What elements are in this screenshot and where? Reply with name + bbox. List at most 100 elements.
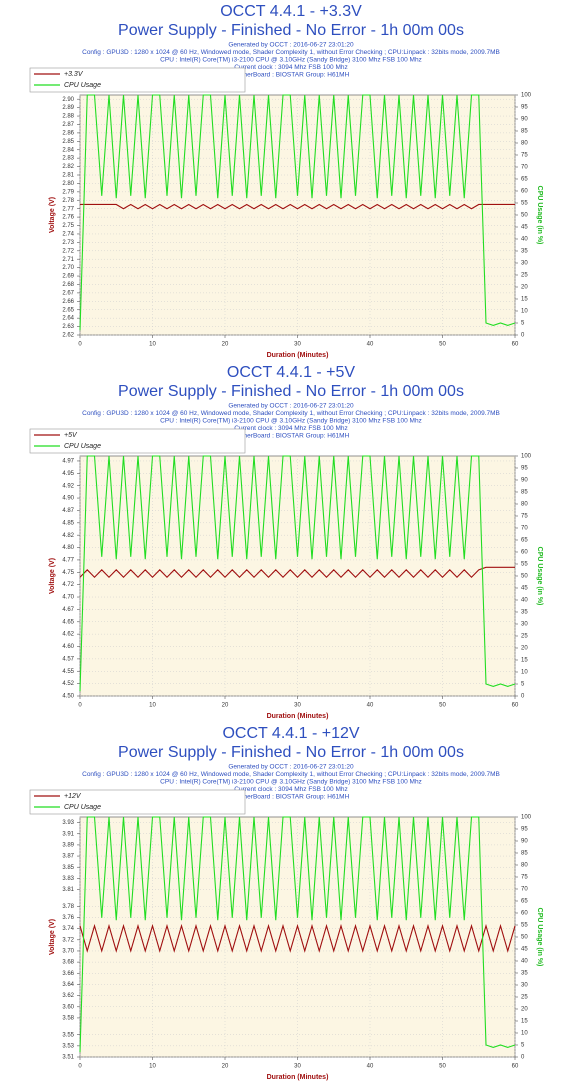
y-tick-label: 2.75	[62, 223, 74, 229]
y2-tick-label: 25	[521, 634, 528, 640]
y-tick-label: 3.66	[62, 971, 74, 977]
y2-tick-label: 75	[521, 875, 528, 881]
y2-tick-label: 70	[521, 887, 528, 893]
series-line	[79, 923, 516, 953]
x-axis-label: Duration (Minutes)	[267, 1074, 329, 1081]
x-tick-label: 0	[78, 703, 82, 709]
chart-title: OCCT 4.4.1 - +12V	[222, 725, 359, 742]
y-tick-label: 2.74	[62, 232, 74, 238]
y-tick-label: 3.93	[62, 820, 74, 826]
y-tick-label: 2.72	[62, 248, 74, 254]
y-tick-label: 4.65	[62, 619, 74, 625]
info-line: Config : GPU3D : 1280 x 1024 @ 60 Hz, Wi…	[82, 771, 500, 778]
info-line: MotherBoard : BIOSTAR Group: H61MH	[233, 72, 350, 79]
y2-tick-label: 30	[521, 983, 528, 989]
y-tick-label: 4.97	[62, 459, 74, 465]
info-line: Generated by OCCT : 2016-06-27 23:01:20	[228, 42, 354, 49]
y-tick-label: 3.85	[62, 865, 74, 871]
x-tick-label: 60	[512, 703, 519, 709]
x-tick-label: 60	[512, 1064, 519, 1070]
y-tick-label: 3.76	[62, 915, 74, 921]
y2-tick-label: 0	[521, 1055, 525, 1061]
y-tick-label: 2.78	[62, 198, 74, 204]
x-tick-label: 30	[294, 342, 301, 348]
y-tick-label: 4.70	[62, 595, 74, 601]
legend-label: +3.3V	[64, 71, 84, 78]
x-tick-label: 10	[149, 703, 156, 709]
y-tick-label: 2.80	[62, 181, 74, 187]
legend-box	[29, 428, 246, 454]
y-tick-label: 2.64	[62, 316, 74, 322]
y2-tick-label: 65	[521, 177, 528, 183]
y2-tick-label: 35	[521, 249, 528, 255]
y2-tick-label: 20	[521, 1007, 528, 1013]
y2-tick-label: 35	[521, 610, 528, 616]
y2-tick-label: 45	[521, 947, 528, 953]
legend-label: CPU Usage	[64, 443, 101, 450]
info-line: MotherBoard : BIOSTAR Group: H61MH	[233, 794, 350, 801]
y2-tick-label: 20	[521, 285, 528, 291]
y-tick-label: 3.60	[62, 1004, 74, 1010]
y-tick-label: 3.64	[62, 982, 74, 988]
y2-tick-label: 40	[521, 598, 528, 604]
y-tick-label: 2.62	[62, 333, 74, 339]
y2-tick-label: 70	[521, 526, 528, 532]
y2-tick-label: 30	[521, 622, 528, 628]
info-line: Generated by OCCT : 2016-06-27 23:01:20	[228, 403, 354, 410]
y2-tick-label: 25	[521, 273, 528, 279]
y-tick-label: 3.51	[62, 1055, 74, 1061]
y-tick-label: 2.67	[62, 290, 74, 296]
y2-tick-label: 85	[521, 490, 528, 496]
y2-tick-label: 5	[521, 321, 525, 327]
info-line: Current clock : 3094 Mhz FSB 100 Mhz	[234, 786, 347, 793]
y-tick-label: 4.60	[62, 644, 74, 650]
y2-axis-label: CPU Usage (in %)	[536, 547, 543, 606]
x-tick-label: 20	[222, 703, 229, 709]
y-tick-label: 3.89	[62, 842, 74, 848]
y2-tick-label: 10	[521, 1031, 528, 1037]
y2-tick-label: 60	[521, 189, 528, 195]
y-tick-label: 4.80	[62, 545, 74, 551]
y2-tick-label: 95	[521, 827, 528, 833]
chart-title: OCCT 4.4.1 - +3.3V	[220, 3, 362, 20]
chart-subtitle: Power Supply - Finished - No Error - 1h …	[118, 22, 464, 39]
y-tick-label: 4.87	[62, 508, 74, 514]
series-line	[79, 94, 516, 331]
y-tick-label: 4.62	[62, 632, 74, 638]
info-line: Config : GPU3D : 1280 x 1024 @ 60 Hz, Wi…	[82, 410, 500, 417]
x-axis-label: Duration (Minutes)	[267, 713, 329, 720]
y-tick-label: 4.72	[62, 582, 74, 588]
info-line: MotherBoard : BIOSTAR Group: H61MH	[233, 433, 350, 440]
y2-tick-label: 100	[521, 815, 532, 821]
legend-label: +5V	[64, 432, 78, 439]
y2-tick-label: 10	[521, 670, 528, 676]
y2-tick-label: 55	[521, 562, 528, 568]
chart-title: OCCT 4.4.1 - +5V	[227, 364, 356, 381]
y-tick-label: 2.68	[62, 282, 74, 288]
y2-tick-label: 85	[521, 851, 528, 857]
y2-tick-label: 60	[521, 911, 528, 917]
x-tick-label: 60	[512, 342, 519, 348]
y-tick-label: 3.55	[62, 1032, 74, 1038]
y-axis-label: Voltage (V)	[49, 919, 56, 955]
x-tick-label: 50	[439, 342, 446, 348]
y-tick-label: 4.67	[62, 607, 74, 613]
x-tick-label: 10	[149, 342, 156, 348]
y2-axis-label: CPU Usage (in %)	[536, 908, 543, 967]
y-tick-label: 3.83	[62, 876, 74, 882]
y2-tick-label: 50	[521, 935, 528, 941]
y-tick-label: 2.76	[62, 215, 74, 221]
y-tick-label: 2.65	[62, 307, 74, 313]
y-tick-label: 3.87	[62, 854, 74, 860]
y2-tick-label: 15	[521, 658, 528, 664]
y-tick-label: 4.50	[62, 694, 74, 700]
y-tick-label: 4.57	[62, 656, 74, 662]
x-axis-label: Duration (Minutes)	[267, 352, 329, 359]
y-tick-label: 2.84	[62, 147, 74, 153]
series-line	[79, 455, 516, 692]
chart-subtitle: Power Supply - Finished - No Error - 1h …	[118, 383, 464, 400]
info-line: CPU : Intel(R) Core(TM) i3-2100 CPU @ 3.…	[160, 418, 422, 425]
y2-tick-label: 100	[521, 93, 532, 99]
